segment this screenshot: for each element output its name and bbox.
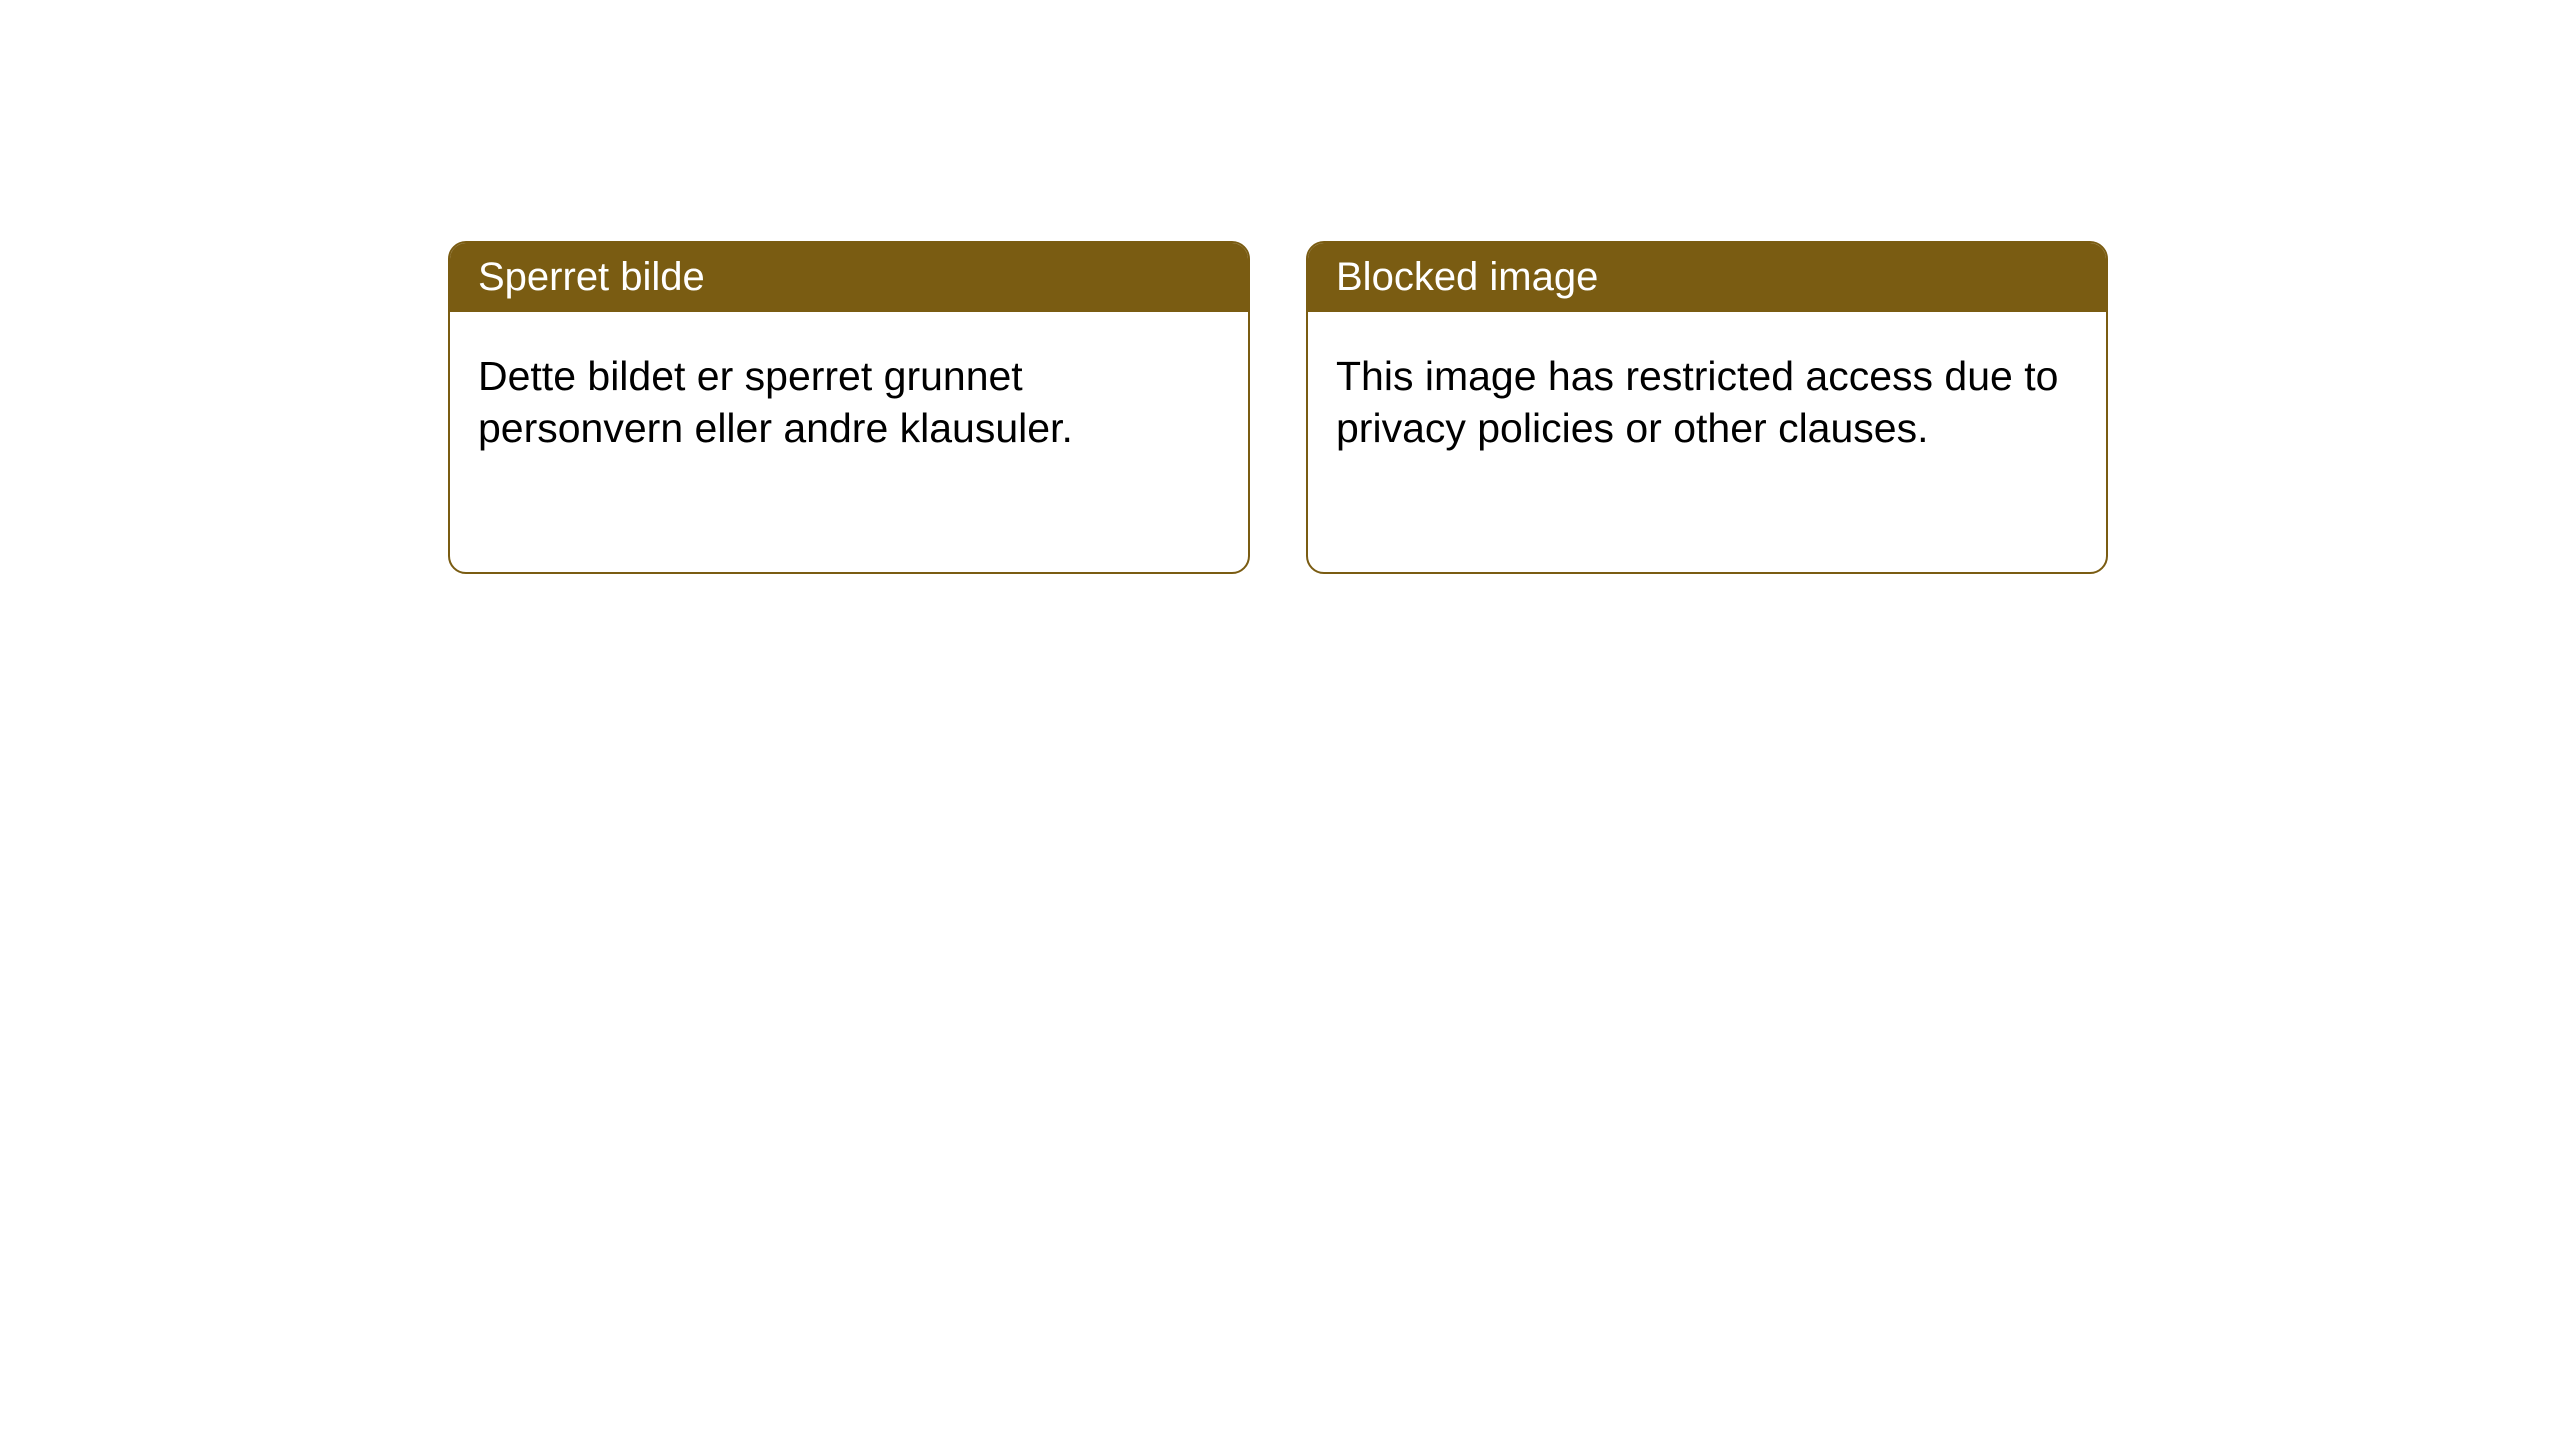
card-body-text: This image has restricted access due to … xyxy=(1336,353,2058,451)
blocked-image-card-en: Blocked image This image has restricted … xyxy=(1306,241,2108,574)
card-body-text: Dette bildet er sperret grunnet personve… xyxy=(478,353,1073,451)
card-title: Blocked image xyxy=(1336,255,1598,299)
card-title: Sperret bilde xyxy=(478,255,705,299)
card-header-no: Sperret bilde xyxy=(450,243,1248,312)
blocked-image-card-no: Sperret bilde Dette bildet er sperret gr… xyxy=(448,241,1250,574)
card-body-en: This image has restricted access due to … xyxy=(1308,312,2106,493)
card-header-en: Blocked image xyxy=(1308,243,2106,312)
card-body-no: Dette bildet er sperret grunnet personve… xyxy=(450,312,1248,493)
card-container: Sperret bilde Dette bildet er sperret gr… xyxy=(0,0,2560,574)
